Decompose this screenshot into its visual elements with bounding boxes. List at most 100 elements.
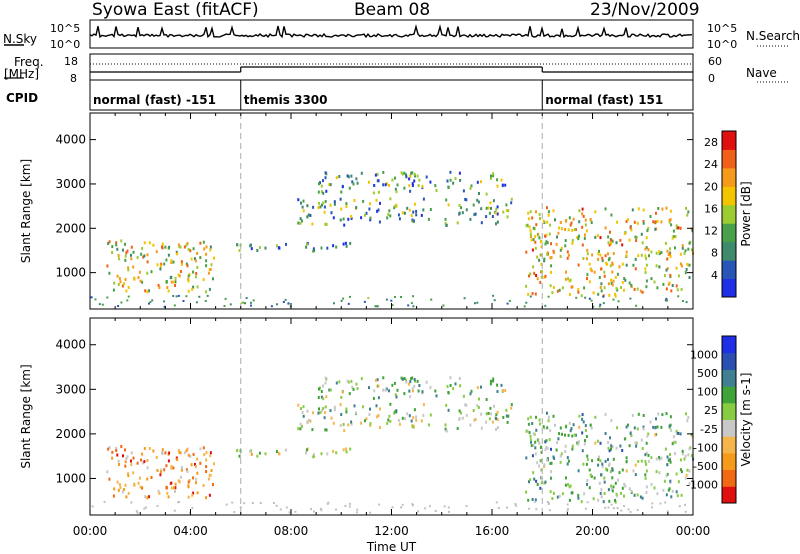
echo-cell (637, 412, 640, 416)
echo-cell (264, 246, 267, 250)
freq-axis-hi: 18 (64, 55, 78, 68)
echo-cell (377, 179, 380, 183)
echo-cell (355, 411, 358, 415)
echo-cell (538, 236, 541, 240)
echo-cell (690, 227, 693, 231)
echo-cell (429, 180, 432, 184)
echo-cell (250, 452, 253, 456)
echo-cell (146, 459, 149, 462)
echo-cell (342, 242, 345, 246)
echo-cell (616, 507, 619, 509)
echo-cell (249, 244, 252, 248)
echo-cell (191, 287, 194, 291)
echo-cell (429, 505, 431, 508)
echo-cell (669, 415, 672, 419)
echo-cell (119, 486, 122, 489)
echo-cell (382, 171, 385, 174)
echo-cell (143, 241, 146, 245)
echo-cell (594, 441, 597, 445)
echo-cell (324, 222, 327, 226)
echo-cell (611, 283, 614, 287)
echo-cell (667, 488, 670, 492)
echo-cell (369, 407, 371, 411)
echo-cell (178, 501, 180, 503)
echo-cell (142, 461, 145, 465)
echo-cell (641, 447, 644, 450)
echo-cell (655, 457, 658, 461)
echo-cell (445, 403, 448, 407)
echo-cell (491, 420, 494, 424)
echo-cell (445, 429, 448, 433)
colorbar-cell (722, 149, 736, 169)
echo-cell (543, 275, 546, 279)
echo-cell (684, 249, 687, 253)
echo-cell (605, 261, 608, 265)
echo-cell (178, 480, 181, 484)
echo-cell (427, 423, 430, 427)
echo-cell (394, 187, 397, 191)
echo-cell (489, 382, 492, 386)
echo-cell (349, 502, 351, 505)
echo-cell (531, 422, 534, 425)
echo-cell (662, 282, 665, 286)
echo-cell (556, 441, 558, 445)
echo-cell (609, 470, 612, 474)
echo-cell (510, 406, 513, 410)
echo-cell (166, 286, 169, 289)
echo-cell (571, 285, 574, 289)
echo-cell (159, 473, 162, 477)
echo-cell (688, 263, 691, 267)
echo-cell (374, 173, 377, 177)
echo-cell (496, 212, 499, 216)
echo-cell (683, 251, 686, 255)
echo-cell (527, 498, 530, 502)
echo-cell (458, 409, 461, 413)
echo-cell (411, 219, 414, 223)
echo-cell (259, 502, 262, 504)
echo-cell (390, 299, 393, 302)
echo-cell (531, 216, 534, 220)
echo-cell (553, 456, 556, 460)
echo-cell (650, 482, 653, 486)
echo-cell (350, 422, 353, 426)
echo-cell (406, 206, 409, 210)
echo-cell (454, 382, 457, 386)
echo-cell (252, 299, 255, 302)
echo-cell (615, 446, 618, 450)
echo-cell (619, 238, 622, 242)
colorbar-tick-label: 500 (697, 367, 718, 380)
echo-cell (403, 417, 406, 421)
echo-cell (658, 250, 661, 254)
echo-cell (143, 507, 146, 510)
echo-cell (195, 272, 198, 275)
echo-cell (369, 423, 372, 427)
echo-cell (602, 500, 605, 504)
echo-cell (625, 263, 628, 267)
echo-cell (568, 216, 571, 220)
echo-cell (124, 254, 127, 258)
echo-cell (302, 209, 305, 213)
echo-cell (174, 280, 177, 284)
echo-cell (632, 263, 635, 267)
echo-cell (195, 481, 197, 485)
echo-cell (101, 303, 104, 306)
echo-cell (391, 178, 394, 182)
echo-cell (384, 388, 387, 392)
echo-cell (391, 383, 394, 387)
echo-cell (250, 304, 252, 307)
echo-cell (401, 503, 404, 506)
echo-cell (130, 245, 133, 249)
colorbar-tick-label: 1000 (690, 349, 718, 362)
echo-cell (458, 204, 461, 207)
echo-cell (422, 197, 425, 201)
echo-cell (641, 241, 644, 245)
echo-cell (572, 217, 575, 221)
echo-cell (299, 422, 302, 426)
echo-cell (630, 228, 633, 232)
echo-cell (173, 304, 176, 307)
echo-cell (452, 387, 455, 391)
echo-cell (98, 303, 101, 306)
echo-cell (121, 284, 124, 288)
echo-cell (607, 235, 610, 239)
echo-cell (199, 256, 202, 260)
